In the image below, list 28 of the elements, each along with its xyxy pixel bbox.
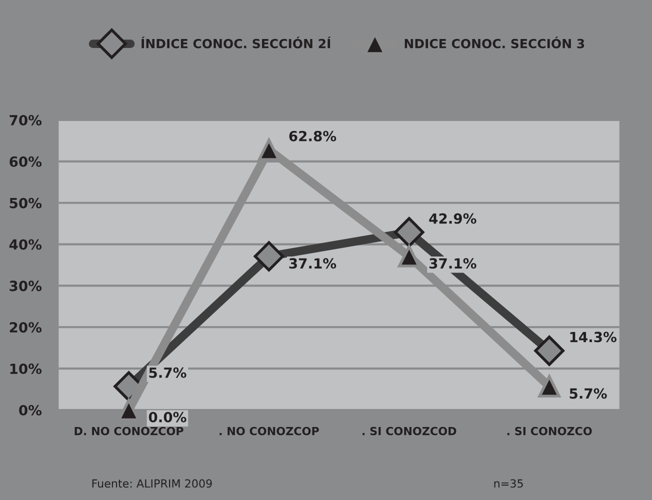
y-tick-label: 10%	[10, 364, 42, 374]
x-tick-label: . SI CONOZCO	[507, 426, 592, 436]
data-label: 62.8%	[289, 130, 336, 142]
data-label: 37.1%	[289, 258, 336, 269]
data-label: 5.7%	[570, 388, 607, 399]
point	[534, 336, 564, 366]
y-tick-label: 60%	[10, 156, 42, 167]
point	[394, 217, 424, 248]
data-label: 14.3%	[570, 332, 616, 342]
data-label: 5.7%	[149, 367, 186, 378]
legend-label: NDICE CONOC. SECCIÓN 3	[404, 36, 584, 48]
data-label: 0.0%	[148, 412, 186, 422]
legend-label: ÍNDICE CONOC. SECCIÓN 2Í	[142, 36, 331, 48]
point	[254, 241, 284, 272]
data-label: 42.9%	[429, 213, 476, 224]
y-tick-label: 30%	[10, 280, 42, 292]
source-note: Fuente: ALIPRIM 2009	[92, 479, 212, 488]
point	[538, 375, 560, 398]
text: n=35	[494, 479, 523, 488]
x-tick-label: D. NO CONOZCOP	[74, 426, 184, 436]
y-tick-label: 70%	[10, 114, 42, 126]
y-tick-label: 50%	[10, 198, 42, 208]
y-tick-label: 0%	[19, 404, 42, 416]
data-label: 37.1%	[430, 258, 476, 269]
y-tick-label: 40%	[9, 239, 42, 250]
x-tick-label: . SI CONOZCOD	[362, 426, 456, 436]
x-tick-label: . NO CONOZCOP	[220, 426, 319, 436]
y-tick-label: 20%	[10, 322, 42, 333]
